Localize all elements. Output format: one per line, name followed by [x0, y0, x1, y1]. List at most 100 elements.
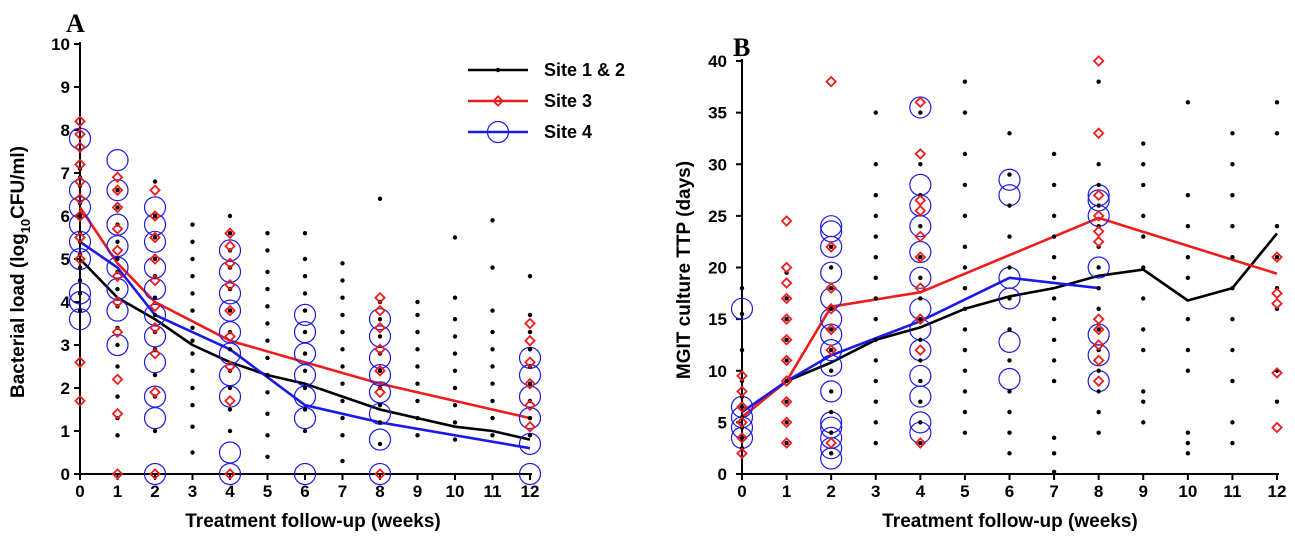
data-point-site12: [527, 347, 533, 352]
data-point-site12: [918, 420, 923, 425]
data-point-site12: [265, 269, 270, 275]
data-point-site12: [452, 351, 458, 356]
data-point-site3: [1092, 313, 1105, 325]
data-point-site12: [265, 321, 270, 326]
panel-a-mean-lines: [78, 206, 531, 450]
data-point-site12: [340, 329, 345, 335]
data-point-site12: [227, 231, 233, 236]
data-point-site12: [1051, 254, 1057, 260]
legend-entry-site3: Site 3: [468, 91, 592, 111]
data-point-site12: [1141, 213, 1146, 219]
data-point-site12: [190, 403, 195, 408]
data-point-site3: [1092, 189, 1105, 202]
data-point-site12: [1185, 440, 1191, 446]
data-point-site12: [873, 420, 878, 425]
y-tick-label: 2: [61, 379, 70, 398]
y-tick-label: 0: [61, 465, 70, 484]
data-point-site3: [825, 302, 838, 315]
data-point-site12: [490, 381, 495, 386]
data-point-site12: [1096, 285, 1101, 291]
data-point-site12: [918, 224, 923, 229]
data-point-site12: [962, 182, 968, 188]
data-point-site3: [780, 313, 793, 325]
data-point-site12: [115, 342, 120, 348]
data-point-site4: [68, 282, 92, 305]
data-point-site12: [873, 440, 878, 446]
data-point-site4: [143, 385, 167, 408]
data-point-site12: [1141, 347, 1146, 353]
mean-line-site12: [79, 258, 531, 441]
data-point-site12: [1141, 182, 1146, 188]
data-point-site12: [1096, 79, 1101, 84]
data-point-site3: [374, 304, 386, 317]
data-point-site12: [340, 398, 345, 404]
data-point-site12: [962, 306, 968, 311]
data-point-site12: [873, 275, 878, 281]
data-point-site3: [74, 231, 86, 244]
data-point-site12: [962, 368, 968, 373]
data-point-site12: [190, 239, 195, 244]
data-point-site12: [227, 428, 233, 434]
data-point-site12: [1007, 358, 1012, 363]
data-point-site12: [77, 265, 83, 270]
x-tick-label: 7: [1049, 482, 1058, 501]
data-point-site12: [1007, 430, 1012, 435]
data-point-site12: [302, 256, 308, 262]
data-point-site12: [1096, 182, 1101, 188]
data-point-site3: [1092, 225, 1105, 238]
data-point-site3: [780, 333, 793, 346]
data-point-site12: [784, 316, 789, 322]
y-tick-label: 8: [61, 121, 70, 140]
data-point-site4: [218, 364, 242, 387]
data-point-site3: [1271, 366, 1283, 379]
data-point-site12: [340, 433, 345, 438]
data-point-site3: [374, 468, 386, 480]
data-point-site12: [1096, 430, 1101, 435]
data-point-site4: [293, 462, 317, 486]
data-point-site12: [873, 316, 878, 322]
data-point-site12: [152, 295, 158, 300]
data-point-site3: [736, 401, 748, 413]
data-point-site12: [190, 291, 195, 296]
data-point-site4: [368, 428, 392, 451]
x-tick-label: 9: [413, 482, 422, 501]
data-point-site12: [1185, 275, 1191, 281]
data-point-site12: [340, 415, 345, 421]
data-point-site12: [873, 399, 878, 404]
data-point-site3: [1092, 127, 1105, 140]
data-point-site12: [1185, 368, 1191, 373]
y-tick-label: 9: [61, 78, 70, 97]
data-point-site12: [265, 248, 270, 253]
data-point-site12: [377, 420, 383, 425]
data-point-site12: [452, 368, 458, 373]
data-point-site12: [1096, 306, 1101, 311]
data-point-site12: [1007, 203, 1012, 208]
data-point-site12: [415, 329, 420, 335]
data-point-site12: [302, 274, 308, 279]
data-point-site3: [825, 240, 838, 253]
data-point-site12: [784, 358, 789, 363]
data-point-site12: [452, 437, 458, 442]
x-tick-label: 5: [960, 482, 969, 501]
data-point-site3: [914, 230, 927, 243]
x-tick-label: 7: [338, 482, 347, 501]
data-point-site3: [224, 227, 236, 240]
data-point-site12: [1096, 389, 1101, 394]
data-point-site3: [74, 356, 86, 369]
data-point-site12: [265, 411, 270, 416]
data-point-site12: [918, 316, 923, 322]
data-point-site3: [224, 360, 236, 373]
data-point-site3: [149, 231, 161, 244]
data-point-site3: [74, 253, 86, 265]
data-point-site12: [828, 389, 834, 394]
data-point-site3: [111, 407, 124, 420]
y-tick-label: 40: [708, 52, 727, 71]
data-point-site12: [415, 398, 420, 404]
data-point-site12: [340, 364, 345, 369]
data-point-site12: [302, 428, 308, 434]
data-point-site4: [368, 381, 392, 404]
data-point-site12: [340, 261, 345, 266]
data-point-site12: [415, 433, 420, 438]
data-point-site3: [524, 356, 536, 369]
data-point-site3: [1092, 55, 1105, 67]
